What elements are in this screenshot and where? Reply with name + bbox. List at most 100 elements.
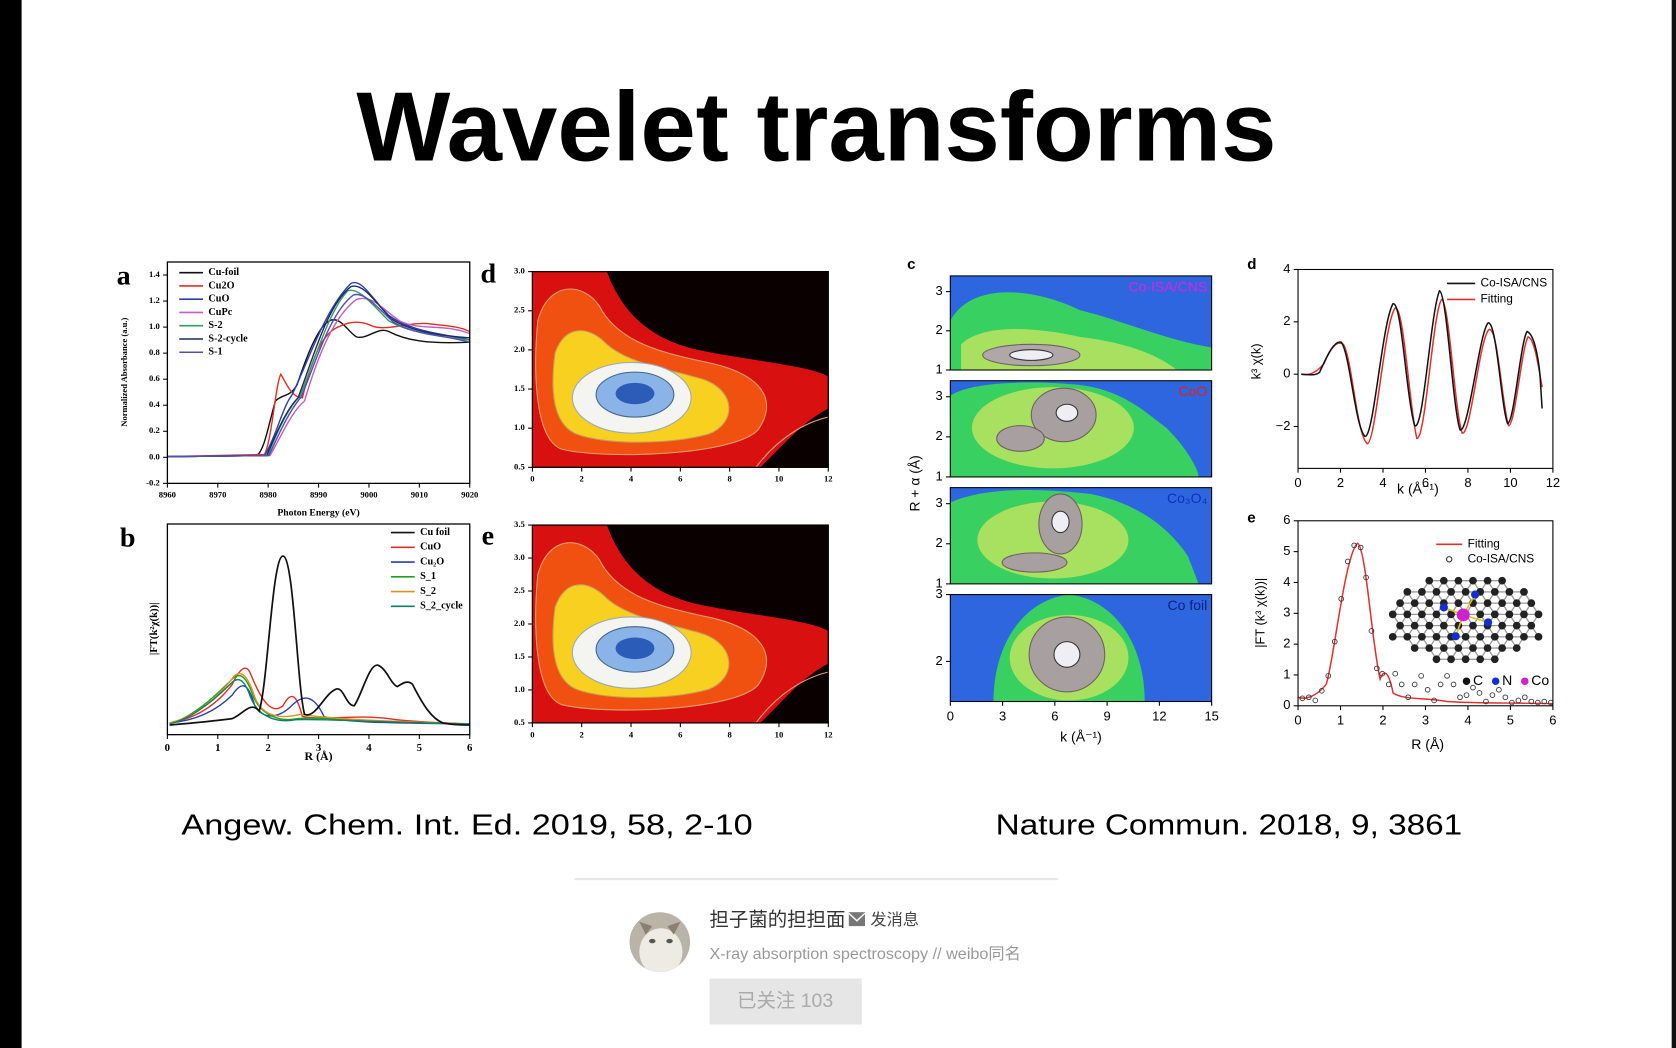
atom (1410, 621, 1419, 630)
y-tick-label: 2.5 (514, 585, 525, 595)
x-tick-label: 0 (1294, 713, 1301, 728)
atom (1388, 610, 1397, 619)
x-tick-label: 12 (824, 729, 833, 739)
follow-button[interactable] (709, 978, 862, 1025)
atom (1505, 588, 1514, 596)
atom-label: N (1502, 672, 1512, 688)
mail-icon[interactable] (848, 912, 866, 927)
y-axis-label: R + α (Å) (906, 455, 922, 511)
x-tick-label: 6 (1422, 475, 1429, 490)
x-tick-label: 2 (1379, 713, 1386, 728)
atom (1498, 644, 1507, 652)
legend-marker (1445, 556, 1453, 563)
legend-label: CuO (420, 542, 441, 553)
follow-label[interactable]: 已关注 103 (737, 990, 833, 1012)
x-tick-label: 8 (1464, 475, 1471, 490)
message-link[interactable]: 发消息 (870, 911, 919, 929)
wavelet-maps (950, 275, 1212, 702)
fit-circle (1450, 681, 1457, 688)
fit-circle (1392, 670, 1399, 677)
y-tick-label: −2 (1276, 418, 1291, 433)
y-tick-label: 0 (1283, 697, 1290, 712)
y-tick-label: 0.6 (149, 373, 160, 383)
atom (1418, 588, 1426, 596)
atom (1469, 644, 1477, 652)
atom (1520, 610, 1528, 619)
fit-circle (1457, 694, 1463, 701)
avatar[interactable] (626, 909, 693, 975)
y-tick-label: 6 (1283, 512, 1290, 527)
x-tick-label: 10 (775, 729, 784, 739)
x-axis-label: R (Å) (1411, 736, 1444, 752)
y-tick-label: 4 (1283, 261, 1290, 276)
legend-label: Cu₂O (420, 556, 444, 567)
left-bar (0, 0, 22, 1048)
x-tick-label: 0 (947, 708, 954, 723)
panel-letter: e (482, 520, 494, 551)
y-axis-label: |FT (k³ χ(k))| (1253, 578, 1268, 648)
legend-label: Cu2O (208, 280, 234, 291)
legend-label: Fitting (1468, 536, 1500, 550)
atom (1520, 588, 1528, 596)
subpanel-label: Co foil (1168, 597, 1208, 613)
legend-label: Fitting (1481, 292, 1513, 306)
fit-circle (1418, 673, 1424, 679)
y-tick-label: 2 (936, 653, 943, 668)
atom (1476, 610, 1485, 619)
atom (1439, 576, 1448, 585)
fit-circle (1312, 697, 1319, 704)
y-tick-label: 1.0 (149, 321, 160, 331)
x-tick-label: 9000 (360, 490, 377, 500)
panel-letter: d (1247, 256, 1256, 273)
atom (1425, 599, 1434, 607)
atom (1483, 599, 1492, 607)
fit-circle (1470, 684, 1476, 691)
atom (1454, 599, 1463, 607)
citation: Nature Commun. 2018, 9, 3861 (996, 809, 1463, 841)
atom (1447, 588, 1455, 596)
atom (1490, 655, 1499, 664)
atom-label: C (1473, 672, 1483, 688)
x-tick-label: 4 (1379, 475, 1386, 490)
x-tick-label: 3 (1422, 713, 1429, 728)
legend-label: Cu foil (420, 527, 450, 538)
x-tick-label: 8970 (209, 490, 226, 500)
fit-circle (1476, 690, 1483, 696)
atom (1512, 621, 1521, 630)
fit-circle (1357, 544, 1364, 551)
fit-circle (1325, 673, 1332, 679)
fit-circle (1318, 688, 1325, 694)
y-tick-label: 1.0 (514, 684, 525, 694)
fit-circle (1489, 692, 1496, 698)
subpanel-label: Co-ISA/CNS (1129, 278, 1208, 294)
fit-circle (1528, 698, 1535, 705)
x-tick-label: 0 (1294, 475, 1301, 490)
x-tick-label: 9 (1104, 708, 1111, 723)
atom (1469, 621, 1477, 630)
panel-letter: e (1247, 510, 1255, 527)
atom (1432, 632, 1441, 641)
x-tick-label: 9010 (411, 490, 428, 500)
atom (1456, 608, 1470, 622)
atom-key (1462, 677, 1471, 685)
atom (1505, 610, 1514, 619)
x-axis-label: Photon Energy (eV) (277, 508, 359, 519)
subpanel-frame (949, 487, 1213, 585)
atom (1469, 576, 1477, 585)
atom (1432, 655, 1441, 664)
legend-label: S_2_cycle (420, 601, 463, 612)
legend-label: S_1 (420, 571, 436, 582)
x-tick-label: 8980 (260, 490, 277, 500)
legend-label: S-2 (208, 320, 222, 331)
fit-circle (1368, 628, 1375, 634)
y-tick-label: 0.5 (514, 461, 525, 471)
fit-circle (1363, 574, 1369, 581)
atom (1520, 632, 1528, 641)
atom (1527, 621, 1536, 630)
fit-circle (1379, 670, 1386, 677)
atom (1483, 618, 1493, 627)
user-name[interactable]: 担子菌的担担面 (709, 909, 845, 931)
subpanel-label: CoO (1178, 383, 1207, 399)
